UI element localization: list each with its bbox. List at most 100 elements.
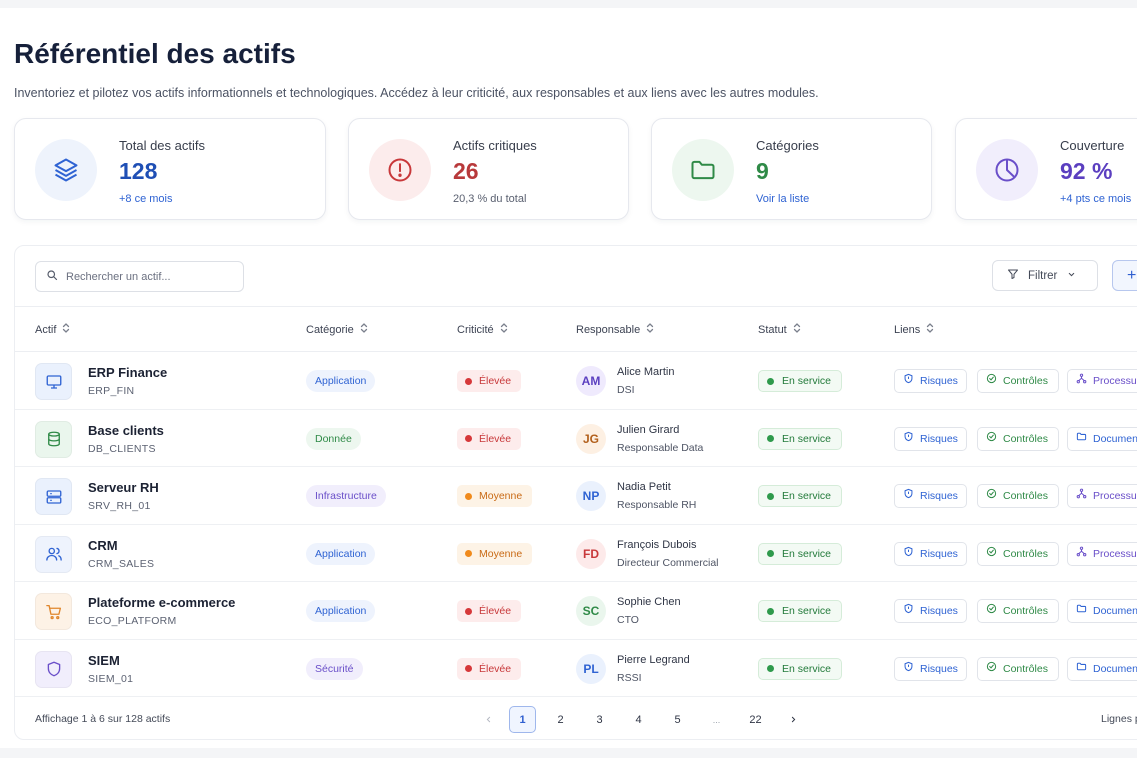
page-button[interactable]: 5 [674, 713, 681, 726]
shield-alert-icon [903, 600, 914, 622]
column-header[interactable]: Criticité [457, 323, 508, 336]
avatar: JG [576, 423, 606, 454]
link-controles-button[interactable]: Contrôles [977, 369, 1059, 393]
owner-name: Nadia Petit [617, 481, 671, 493]
column-header[interactable]: Actif [35, 323, 70, 336]
owner-name: Pierre Legrand [617, 653, 690, 666]
pagination-summary: Affichage 1 à 6 sur 128 actifs [35, 713, 171, 725]
pie-chart-icon [976, 139, 1038, 201]
page-title: Référentiel des actifs [14, 38, 296, 69]
link-processus-button[interactable]: Processus [1067, 369, 1137, 393]
owner-role: Responsable RH [617, 499, 697, 511]
table-row[interactable]: CRM CRM_SALES Application Moyenne FD François… [15, 525, 1137, 582]
criticality-badge: Élevée [457, 427, 522, 450]
sort-icon [62, 323, 70, 336]
link-controles-button[interactable]: Contrôles [977, 484, 1059, 508]
shield-alert-icon [903, 370, 914, 392]
database-icon [35, 420, 72, 458]
column-header[interactable]: Responsable [576, 323, 654, 336]
avatar: SC [576, 596, 606, 626]
page-button[interactable]: 22 [749, 713, 762, 726]
check-circle-icon [986, 370, 997, 392]
filter-button[interactable]: Filtrer [992, 260, 1098, 291]
prev-page-button[interactable] [475, 706, 502, 733]
next-page-button[interactable] [780, 706, 807, 733]
owner-name: Sophie Chen [617, 596, 681, 608]
link-controles-button[interactable]: Contrôles [977, 541, 1059, 566]
criticality-label: Élevée [479, 605, 512, 617]
table-row[interactable]: Base clients DB_CLIENTS Donnée Élevée JG Juli… [15, 410, 1137, 467]
page-button[interactable]: 4 [635, 713, 642, 726]
alert-icon [369, 139, 431, 201]
category-badge: Infrastructure [306, 485, 386, 507]
status-dot [767, 607, 774, 615]
link-label: Risques [920, 432, 958, 445]
stat-card-total: Total des actifs 128 +8 ce mois [14, 118, 326, 220]
stat-value: 9 [756, 158, 769, 184]
column-header[interactable]: Liens [894, 323, 934, 336]
category-badge: Application [306, 370, 376, 392]
link-controles-button[interactable]: Contrôles [977, 599, 1059, 623]
status-badge: En service [758, 600, 843, 622]
link-risques-button[interactable]: Risques [894, 656, 967, 681]
criticality-dot [465, 665, 472, 672]
asset-code: ERP_FIN [88, 385, 135, 397]
stat-card-categories: Catégories 9 Voir la liste [651, 118, 932, 220]
link-risques-button[interactable]: Risques [894, 484, 967, 508]
page-button[interactable]: 3 [596, 713, 603, 726]
stat-value: 92 % [1060, 158, 1113, 184]
check-circle-icon [986, 428, 997, 450]
asset-name[interactable]: CRM [88, 537, 118, 553]
link-processus-button[interactable]: Processus [1067, 541, 1137, 566]
table-row[interactable]: SIEM SIEM_01 Sécurité Élevée PL Pierre Legran… [15, 640, 1137, 697]
categories-link[interactable]: Voir la liste [756, 193, 810, 205]
link-controles-button[interactable]: Contrôles [977, 426, 1059, 451]
column-header[interactable]: Statut [758, 323, 801, 336]
page-button[interactable]: 2 [557, 713, 564, 726]
link-controles-button[interactable]: Contrôles [977, 656, 1059, 681]
stat-sub: +4 pts ce mois [1060, 193, 1132, 205]
sort-icon [646, 323, 654, 336]
link-documents-button[interactable]: Documents [1067, 599, 1137, 623]
filter-label: Filtrer [1028, 269, 1058, 282]
page-button[interactable]: 1 [509, 706, 536, 733]
column-header[interactable]: Catégorie [306, 323, 368, 336]
link-label: Processus [1093, 375, 1137, 387]
check-circle-icon [986, 600, 997, 622]
asset-name[interactable]: Plateforme e-commerce [88, 595, 236, 610]
link-processus-button[interactable]: Processus [1067, 484, 1137, 508]
asset-name[interactable]: ERP Finance [88, 365, 168, 380]
link-label: Contrôles [1003, 375, 1048, 387]
search-input[interactable] [66, 270, 236, 283]
asset-name[interactable]: SIEM [88, 652, 120, 668]
add-asset-button[interactable]: + [1112, 260, 1137, 291]
search-box[interactable] [35, 261, 244, 292]
link-documents-button[interactable]: Documents [1067, 426, 1137, 451]
layers-icon [35, 139, 97, 201]
server-icon [35, 478, 72, 515]
stat-card-coverage: Couverture 92 % +4 pts ce mois [955, 118, 1137, 220]
table-row[interactable]: ERP Finance ERP_FIN Application Élevée AM Ali… [15, 352, 1137, 410]
link-label: Risques [920, 490, 958, 502]
stat-sub: 20,3 % du total [453, 193, 527, 205]
avatar: FD [576, 538, 606, 569]
link-label: Contrôles [1003, 547, 1048, 560]
status-label: En service [782, 605, 832, 617]
asset-code: DB_CLIENTS [88, 442, 156, 455]
check-circle-icon [986, 658, 997, 680]
column-header-label: Criticité [457, 323, 494, 336]
table-row[interactable]: Plateforme e-commerce ECO_PLATFORM Applica… [15, 582, 1137, 640]
shield-alert-icon [903, 543, 914, 565]
asset-name[interactable]: Base clients [88, 422, 164, 438]
link-risques-button[interactable]: Risques [894, 599, 967, 623]
link-label: Contrôles [1003, 605, 1048, 617]
link-label: Documents [1093, 432, 1137, 445]
table-row[interactable]: Serveur RH SRV_RH_01 Infrastructure Moyenne… [15, 467, 1137, 525]
link-label: Processus [1093, 490, 1137, 502]
link-documents-button[interactable]: Documents [1067, 656, 1137, 681]
link-risques-button[interactable]: Risques [894, 426, 967, 451]
link-risques-button[interactable]: Risques [894, 369, 967, 393]
link-risques-button[interactable]: Risques [894, 541, 967, 566]
stat-value: 26 [453, 158, 479, 184]
asset-name[interactable]: Serveur RH [88, 480, 159, 495]
